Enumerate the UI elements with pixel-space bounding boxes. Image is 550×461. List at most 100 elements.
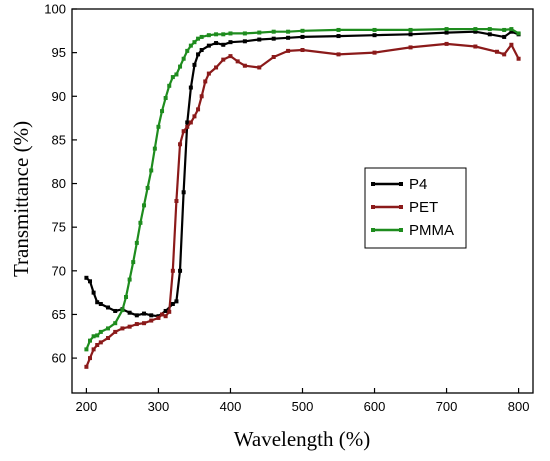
data-point-p4: [149, 313, 154, 318]
data-point-pmma: [174, 72, 179, 77]
data-point-p4: [444, 30, 449, 35]
data-point-p4: [95, 300, 100, 305]
data-point-pet: [336, 52, 341, 57]
data-point-pmma: [98, 329, 103, 334]
data-point-pet: [174, 199, 179, 203]
data-point-p4: [84, 275, 89, 280]
data-point-p4: [106, 305, 111, 310]
data-point-p4: [502, 34, 507, 39]
data-point-pmma: [149, 168, 154, 173]
data-point-pet: [142, 321, 147, 326]
data-point-pmma: [88, 338, 93, 343]
data-point-pmma: [84, 347, 89, 352]
data-point-pmma: [228, 31, 233, 36]
data-point-p4: [509, 29, 514, 34]
data-point-pmma: [181, 56, 186, 61]
data-point-pet: [160, 312, 165, 317]
data-point-pet: [181, 129, 186, 134]
data-point-pet: [473, 44, 478, 49]
data-point-pet: [286, 48, 291, 53]
data-point-pmma: [131, 260, 136, 265]
data-point-p4: [170, 301, 175, 306]
data-point-pet: [178, 142, 183, 147]
data-point-pmma: [336, 27, 341, 32]
data-point-pet: [199, 94, 204, 99]
data-point-p4: [185, 120, 190, 125]
data-point-p4: [113, 308, 118, 313]
data-point-pmma: [127, 277, 132, 282]
data-point-pmma: [444, 27, 449, 32]
y-tick-label: 70: [52, 263, 66, 278]
data-point-pmma: [286, 29, 291, 34]
legend-label-pmma: PMMA: [409, 222, 454, 239]
data-point-pet: [149, 318, 154, 323]
data-point-p4: [181, 190, 186, 195]
data-point-p4: [142, 311, 147, 316]
data-point-p4: [300, 34, 305, 39]
data-point-pmma: [271, 29, 276, 34]
x-tick-label: 200: [76, 399, 98, 414]
data-point-pmma: [408, 27, 413, 32]
data-point-pet: [271, 55, 276, 59]
x-tick-label: 700: [436, 399, 458, 414]
x-tick-label: 300: [148, 399, 170, 414]
data-point-pmma: [242, 31, 247, 36]
data-point-p4: [174, 299, 179, 304]
data-point-pet: [203, 79, 208, 84]
y-tick-label: 80: [52, 176, 66, 191]
data-point-pmma: [300, 28, 305, 33]
data-point-pet: [106, 336, 111, 341]
data-point-pet: [98, 340, 103, 345]
axes: 200 300 400 500 600 700 800 60 65 70 75 80 85 90 95 100: [44, 2, 534, 414]
data-point-pmma: [178, 64, 183, 69]
data-point-pmma: [199, 34, 204, 39]
data-point-pmma: [509, 27, 514, 32]
data-point-p4: [473, 29, 478, 34]
y-tick-label: 65: [52, 307, 66, 322]
data-point-pmma: [134, 240, 139, 245]
data-point-p4: [214, 41, 219, 46]
data-point-pet: [95, 343, 100, 347]
data-point-p4: [163, 308, 168, 313]
data-point-p4: [88, 279, 93, 284]
data-point-p4: [242, 39, 247, 44]
data-point-p4: [199, 48, 204, 53]
data-point-pet: [214, 65, 219, 70]
legend-marker-pet: [371, 205, 375, 209]
data-point-pet: [444, 41, 449, 46]
data-point-pmma: [91, 334, 96, 339]
data-point-pmma: [188, 43, 193, 48]
data-point-pmma: [257, 30, 262, 35]
data-point-pmma: [138, 220, 143, 225]
data-point-pet: [84, 364, 89, 369]
data-point-p4: [487, 32, 492, 37]
data-point-pmma: [145, 185, 150, 190]
data-point-pmma: [120, 308, 125, 313]
data-point-p4: [192, 62, 197, 67]
data-point-pmma: [206, 33, 211, 38]
data-point-p4: [178, 268, 183, 273]
data-point-p4: [196, 52, 201, 57]
data-point-pmma: [167, 83, 172, 88]
data-point-pmma: [196, 36, 201, 41]
data-point-p4: [127, 310, 132, 315]
data-point-pmma: [124, 295, 129, 299]
y-axis-title: Transmittance (%): [9, 121, 33, 277]
data-point-pmma: [113, 321, 118, 326]
data-point-pmma: [214, 32, 219, 37]
data-point-pet: [156, 315, 161, 320]
data-point-pet: [516, 56, 521, 61]
x-tick-label: 400: [220, 399, 242, 414]
series-layer: [84, 27, 521, 369]
data-point-p4: [336, 34, 341, 39]
data-point-pmma: [192, 40, 197, 45]
data-point-pet: [185, 124, 190, 129]
data-point-pet: [235, 59, 240, 64]
x-axis-title: Wavelength (%): [234, 427, 371, 451]
data-point-pmma: [170, 75, 175, 80]
data-point-pet: [127, 324, 132, 329]
y-tick-label: 75: [52, 220, 66, 235]
y-tick-label: 60: [52, 351, 66, 366]
x-tick-label: 600: [364, 399, 386, 414]
